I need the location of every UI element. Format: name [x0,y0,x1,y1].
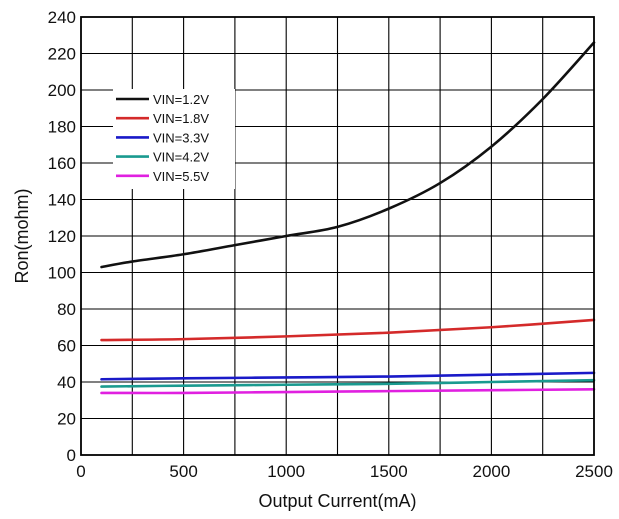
series-line-2 [100,318,596,342]
series-line-5 [100,388,596,395]
y-axis-ticks: 0 20 40 60 80 100 120 140 160 180 200 220 240 [48,8,76,465]
x-tick-label: 0 [76,462,85,481]
y-tick-label: 120 [48,227,76,246]
legend: VIN=1.2V VIN=1.8V VIN=3.3V VIN=4.2V VIN=5.5V [113,89,235,189]
legend-label: VIN=1.8V [153,111,209,126]
series-line-1 [100,41,596,269]
legend-label: VIN=5.5V [153,169,209,184]
legend-label: VIN=1.2V [153,92,209,107]
y-tick-label: 180 [48,118,76,137]
x-axis-title: Output Current(mA) [258,491,416,511]
x-tick-label: 2500 [575,462,613,481]
y-tick-label: 20 [57,410,76,429]
y-tick-label: 0 [67,446,76,465]
legend-label: VIN=4.2V [153,150,209,165]
y-tick-label: 100 [48,264,76,283]
x-tick-label: 1500 [370,462,408,481]
y-tick-label: 240 [48,8,76,27]
y-tick-label: 200 [48,81,76,100]
x-tick-label: 2000 [472,462,510,481]
legend-label: VIN=3.3V [153,130,209,145]
y-tick-label: 160 [48,154,76,173]
y-tick-label: 40 [57,373,76,392]
x-tick-label: 500 [169,462,197,481]
y-tick-label: 140 [48,191,76,210]
series-line-4 [100,378,596,388]
y-tick-label: 60 [57,337,76,356]
legend-box [113,89,235,189]
x-axis-ticks: 0 500 1000 1500 2000 2500 [76,462,613,481]
series-line-3 [100,371,596,381]
y-tick-label: 220 [48,45,76,64]
y-axis-title: Ron(mohm) [12,188,32,283]
x-tick-label: 1000 [267,462,305,481]
series-layer [100,41,596,395]
y-tick-label: 80 [57,300,76,319]
grid-lines [81,17,594,455]
plot-frame [80,16,595,456]
